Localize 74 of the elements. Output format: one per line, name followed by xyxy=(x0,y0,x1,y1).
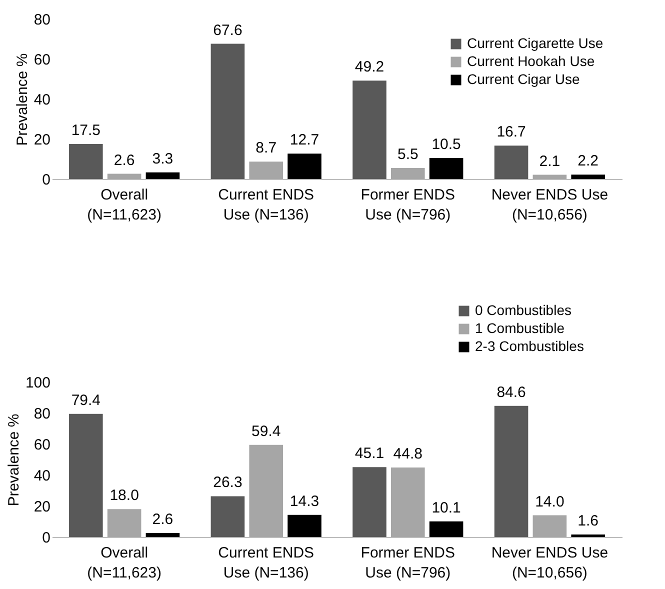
y-tick-label: 80 xyxy=(34,12,50,28)
data-label: 79.4 xyxy=(71,392,101,409)
data-label: 10.5 xyxy=(432,136,461,153)
data-label: 5.5 xyxy=(397,146,418,163)
bar xyxy=(210,44,245,179)
bar xyxy=(107,509,142,537)
data-label: 67.6 xyxy=(213,22,242,39)
x-tick-label: Former ENDS Use (N=796) xyxy=(360,186,455,224)
bar xyxy=(532,174,567,179)
bar xyxy=(146,532,180,537)
data-label: 49.2 xyxy=(354,58,384,76)
bar xyxy=(494,146,528,179)
legend-label: Current Cigarette Use xyxy=(467,35,604,51)
bar xyxy=(288,514,322,537)
y-tick-label: 20 xyxy=(34,498,50,516)
bar xyxy=(288,154,322,179)
data-label: 59.4 xyxy=(252,422,281,440)
bar xyxy=(429,521,464,537)
y-axis-title: Prevalence % xyxy=(14,53,31,146)
data-label: 18.0 xyxy=(110,487,139,504)
bar xyxy=(69,414,103,537)
y-tick-label: 40 xyxy=(34,468,50,484)
bar xyxy=(352,80,386,179)
x-tick-label: Overall (N=11,623) xyxy=(87,186,162,224)
data-label: 16.7 xyxy=(496,124,526,141)
x-tick-label: Never ENDS Use (N=10,656) xyxy=(491,544,608,582)
bar xyxy=(494,406,528,537)
y-tick-label: 40 xyxy=(34,92,50,108)
data-label: 10.1 xyxy=(432,499,461,516)
data-label: 2.6 xyxy=(152,510,174,528)
data-label: 17.5 xyxy=(71,122,101,139)
x-tick-label: Never ENDS Use (N=10,656) xyxy=(491,186,608,224)
legend-label: 2-3 Combustibles xyxy=(475,338,584,354)
x-tick-label: Former ENDS Use (N=796) xyxy=(360,544,455,582)
bar xyxy=(391,168,425,179)
data-label: 45.1 xyxy=(354,445,384,462)
data-label: 44.8 xyxy=(393,446,422,463)
data-label: 26.3 xyxy=(213,474,242,492)
y-tick-label: 100 xyxy=(25,374,50,392)
data-label: 2.1 xyxy=(539,152,560,170)
bar xyxy=(532,515,567,537)
data-label: 14.3 xyxy=(290,492,320,510)
legend-label: 1 Combustible xyxy=(475,320,565,336)
data-label: 12.7 xyxy=(290,132,320,149)
x-tick-label: Current ENDS Use (N=136) xyxy=(218,544,314,582)
data-label: 84.6 xyxy=(496,384,526,401)
legend-label: Current Cigar Use xyxy=(467,71,580,87)
data-label: 14.0 xyxy=(535,493,564,510)
data-label: 2.2 xyxy=(578,152,599,170)
data-label: 1.6 xyxy=(578,512,599,530)
data-label: 3.3 xyxy=(152,150,174,168)
bar xyxy=(210,496,245,537)
bar xyxy=(429,158,464,179)
y-tick-label: 80 xyxy=(34,406,50,422)
y-tick-label: 60 xyxy=(34,436,50,454)
y-tick-label: 0 xyxy=(42,530,50,546)
bar xyxy=(69,144,103,179)
y-tick-label: 0 xyxy=(42,172,50,188)
data-label: 2.6 xyxy=(114,152,135,169)
y-tick-label: 60 xyxy=(34,52,50,68)
bar xyxy=(249,162,283,179)
bar xyxy=(249,444,283,537)
legend-label: 0 Combustibles xyxy=(475,302,572,318)
x-tick-label: Overall (N=11,623) xyxy=(87,544,162,582)
bar xyxy=(391,468,425,537)
bar xyxy=(107,174,142,179)
x-tick-label: Current ENDS Use (N=136) xyxy=(218,186,314,224)
legend-label: Current Hookah Use xyxy=(467,53,595,69)
y-tick-label: 20 xyxy=(34,132,50,148)
bar xyxy=(352,467,386,537)
y-axis-title: Prevalence % xyxy=(5,414,22,506)
bar xyxy=(146,172,180,179)
bar xyxy=(571,174,605,179)
data-label: 8.7 xyxy=(256,140,277,157)
